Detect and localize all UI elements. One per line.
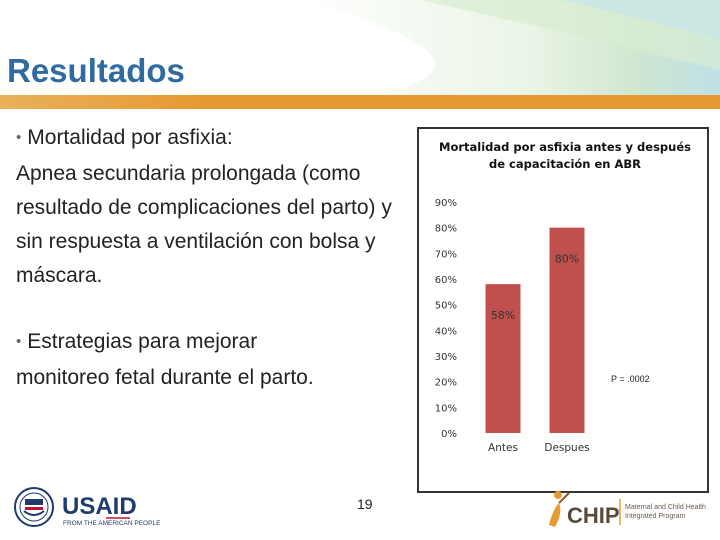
- bullet-lead: Mortalidad por asfixia:: [27, 126, 233, 149]
- category-label: Antes: [488, 442, 518, 454]
- y-tick-label: 20%: [435, 378, 457, 389]
- data-label: 58%: [491, 309, 515, 322]
- y-tick-label: 60%: [435, 275, 457, 286]
- y-tick-label: 90%: [435, 198, 457, 209]
- y-tick-label: 80%: [435, 224, 457, 235]
- y-tick-label: 30%: [435, 352, 457, 363]
- usaid-logo: USAID FROM THE AMERICAN PEOPLE: [14, 487, 161, 527]
- chart-canvas: Mortalidad por asfixia antes y después d…: [435, 140, 691, 454]
- bullet-body: monitoreo fetal durante el parto.: [16, 366, 314, 389]
- slide-title: Resultados: [7, 52, 185, 89]
- p-value-annotation: P = .0002: [611, 374, 650, 384]
- chip-tagline-line-2: Integrated Program: [625, 513, 685, 520]
- bullet-item-strategies: • Estrategias para mejorar monitoreo feta…: [16, 325, 416, 395]
- y-tick-label: 50%: [435, 301, 457, 312]
- y-tick-label: 10%: [435, 403, 457, 414]
- bullet-icon: •: [16, 129, 22, 146]
- mortality-chart: Mortalidad por asfixia antes y después d…: [417, 127, 709, 493]
- bullet-icon: •: [16, 333, 22, 350]
- y-tick-label: 0%: [441, 429, 457, 440]
- bar-antes: [485, 284, 521, 433]
- chip-logo: CHIP Maternal and Child Health Integrate…: [549, 491, 706, 528]
- bullet-body: Apnea secundaria prolongada (como result…: [16, 162, 392, 287]
- title-underline-bar-accent: [0, 95, 200, 109]
- y-tick-label: 40%: [435, 326, 457, 337]
- chart-title-line-1: Mortalidad por asfixia antes y después: [439, 140, 691, 154]
- header-decoration: [0, 0, 720, 100]
- data-label: 80%: [555, 253, 579, 266]
- y-tick-label: 70%: [435, 249, 457, 260]
- bullet-lead: Estrategias para mejorar: [27, 330, 258, 353]
- bullet-item-mortality: • Mortalidad por asfixia: Apnea secundari…: [16, 121, 416, 293]
- chart-title-line-2: de capacitación en ABR: [489, 157, 641, 171]
- bullet-list: • Mortalidad por asfixia: Apnea secundari…: [16, 121, 416, 395]
- bar-despues: [549, 227, 585, 433]
- usaid-wordmark: USAID: [62, 493, 137, 520]
- category-label: Despues: [544, 442, 589, 454]
- page-number: 19: [357, 496, 373, 512]
- chip-wordmark: CHIP: [567, 503, 620, 528]
- usaid-tagline: FROM THE AMERICAN PEOPLE: [63, 520, 161, 527]
- chip-tagline-line-1: Maternal and Child Health: [625, 504, 706, 511]
